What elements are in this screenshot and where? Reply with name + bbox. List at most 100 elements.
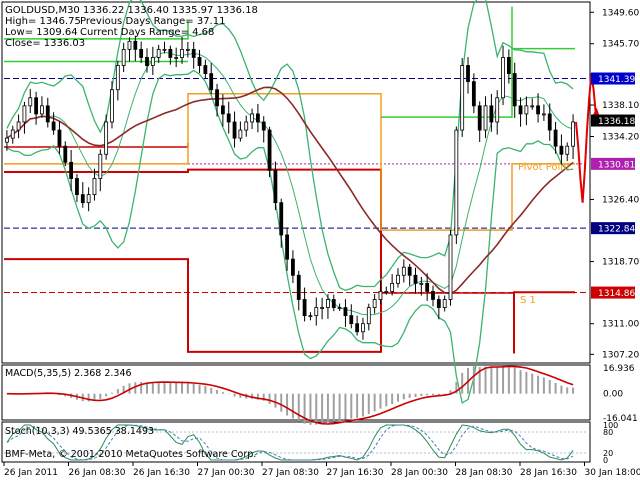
candle-body bbox=[361, 324, 364, 332]
x-tick-label: 27 Jan 16:30 bbox=[327, 468, 384, 478]
candle-body bbox=[210, 74, 213, 90]
candle-body bbox=[496, 98, 499, 122]
candle-body bbox=[163, 49, 166, 50]
candle-body bbox=[350, 316, 353, 324]
candle-body bbox=[256, 114, 259, 122]
candle-body bbox=[251, 114, 254, 122]
candle-body bbox=[29, 98, 32, 106]
candle-body bbox=[402, 267, 405, 275]
candle-body bbox=[23, 106, 26, 122]
info-close: Close= 1336.03 bbox=[5, 38, 85, 49]
candle-body bbox=[93, 178, 96, 194]
candle-body bbox=[99, 154, 102, 178]
candle-body bbox=[216, 90, 219, 106]
candle-body bbox=[280, 203, 283, 235]
y-tick-label: 1307.20 bbox=[602, 350, 639, 360]
x-tick-label: 30 Jan 18:00 bbox=[585, 468, 640, 478]
candle-body bbox=[396, 275, 399, 283]
candle-body bbox=[291, 259, 294, 275]
candle-body bbox=[315, 308, 318, 316]
candle-body bbox=[245, 122, 248, 130]
candle-body bbox=[122, 49, 125, 65]
info-low: Low= 1309.64 bbox=[5, 27, 78, 38]
candle-body bbox=[70, 162, 73, 178]
candle-body bbox=[408, 267, 411, 275]
candle-body bbox=[367, 308, 370, 324]
candle-body bbox=[303, 299, 306, 315]
x-tick-label: 28 Jan 00:30 bbox=[391, 468, 448, 478]
y-tick-label: 1318.70 bbox=[602, 258, 639, 268]
candle-body bbox=[478, 106, 481, 130]
y-tick-label: 1338.10 bbox=[602, 101, 639, 111]
candle-body bbox=[490, 106, 493, 122]
candle-body bbox=[309, 316, 312, 317]
candle-body bbox=[262, 122, 265, 130]
candle-body bbox=[379, 291, 382, 299]
candle-body bbox=[472, 82, 475, 106]
candle-body bbox=[169, 49, 172, 57]
candle-body bbox=[52, 122, 55, 130]
candle-body bbox=[513, 74, 516, 106]
candle-body bbox=[146, 57, 149, 65]
candle-body bbox=[461, 66, 464, 131]
y-tick-label: 1326.40 bbox=[602, 195, 639, 205]
candle-body bbox=[221, 106, 224, 114]
candle-body bbox=[11, 130, 14, 138]
candle-body bbox=[5, 138, 8, 142]
candle-body bbox=[332, 299, 335, 307]
stoch-tick-label: 80 bbox=[603, 428, 613, 437]
candle-body bbox=[321, 308, 324, 309]
candle-body bbox=[449, 235, 452, 300]
candle-body bbox=[484, 106, 487, 130]
candle-body bbox=[537, 106, 540, 114]
candle-body bbox=[239, 130, 242, 138]
candle-body bbox=[455, 130, 458, 235]
price-tag-label: 1314.86 bbox=[598, 289, 635, 299]
macd-tick-label: 0.00 bbox=[603, 390, 623, 400]
candle-body bbox=[548, 114, 551, 130]
x-tick-label: 26 Jan 2011 bbox=[4, 468, 58, 478]
candle-body bbox=[192, 49, 195, 57]
candle-body bbox=[344, 308, 347, 316]
candle-body bbox=[443, 299, 446, 307]
candle-body bbox=[140, 49, 143, 57]
info-symbol-line: GOLDUSD,M30 1336.22 1336.40 1335.97 1336… bbox=[5, 5, 258, 16]
candle-body bbox=[426, 283, 429, 291]
candle-body bbox=[175, 57, 178, 58]
candle-body bbox=[467, 66, 470, 82]
price-tag-label: 1341.39 bbox=[598, 75, 635, 85]
candle-body bbox=[35, 98, 38, 114]
y-tick-label: 1345.70 bbox=[602, 40, 639, 50]
macd-tick-label: 16.936 bbox=[603, 364, 635, 374]
info-curr-range: Current Days Range= 4.68 bbox=[80, 27, 214, 38]
candle-body bbox=[519, 106, 522, 114]
candle-body bbox=[437, 299, 440, 307]
candle-body bbox=[134, 41, 137, 49]
candle-body bbox=[356, 324, 359, 332]
candle-body bbox=[227, 114, 230, 122]
x-tick-label: 27 Jan 08:30 bbox=[262, 468, 319, 478]
price-tag-label: 1330.81 bbox=[598, 160, 635, 170]
x-tick-label: 26 Jan 08:30 bbox=[69, 468, 126, 478]
candle-body bbox=[297, 275, 300, 299]
candle-body bbox=[128, 41, 131, 49]
stoch-label: Stoch(10,3,3) 49.5365 38.1493 bbox=[5, 426, 154, 437]
candle-body bbox=[566, 146, 569, 154]
candle-body bbox=[75, 178, 78, 194]
candle-body bbox=[286, 235, 289, 259]
candle-body bbox=[40, 106, 43, 114]
candle-body bbox=[17, 122, 20, 130]
info-prev-range: Previous Days Range= 37.11 bbox=[80, 16, 225, 27]
candle-body bbox=[110, 90, 113, 122]
candle-body bbox=[46, 106, 49, 122]
price-pane[interactable] bbox=[2, 2, 590, 363]
price-tag-label: 1322.84 bbox=[598, 225, 635, 235]
candle-body bbox=[432, 291, 435, 299]
candle-body bbox=[58, 130, 61, 146]
candle-body bbox=[186, 49, 189, 50]
candle-body bbox=[542, 114, 545, 115]
candle-body bbox=[268, 130, 271, 170]
candle-body bbox=[326, 299, 329, 307]
candle-body bbox=[157, 49, 160, 57]
